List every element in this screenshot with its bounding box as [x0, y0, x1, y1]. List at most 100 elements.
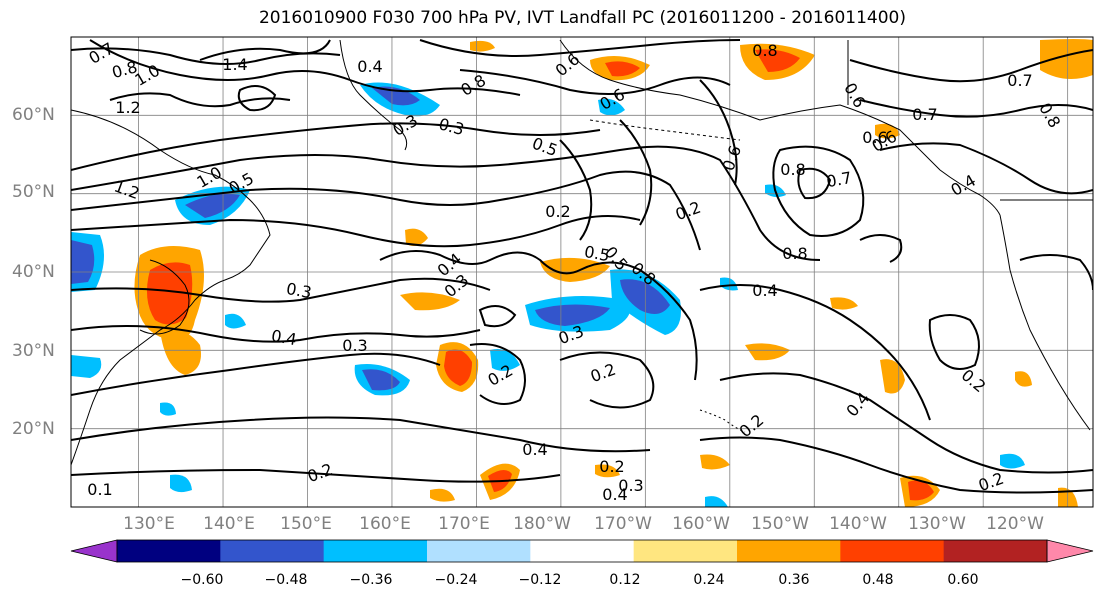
colorbar-extend-max	[1046, 539, 1094, 563]
positive-core-s3	[908, 480, 934, 501]
pv-contours	[71, 39, 1093, 494]
contour-line	[772, 145, 865, 237]
lon-label-130W: 130°W	[908, 514, 966, 534]
contour-label: 0.4	[602, 485, 627, 504]
colorbar	[70, 539, 1094, 563]
positive-core-dateline	[444, 349, 472, 386]
lon-label-140E: 140°E	[203, 514, 255, 534]
positive-core-japan	[146, 262, 193, 325]
contour-label: 0.4	[842, 389, 873, 421]
colorbar-tick: −0.12	[518, 572, 562, 588]
positive-core-gulf	[755, 49, 800, 72]
contour-label: 0.4	[270, 326, 298, 349]
contour-label: 0.5	[530, 134, 560, 161]
contour-line	[419, 39, 741, 57]
contour-line	[379, 250, 698, 381]
colorbar-segment	[427, 540, 531, 562]
positive-blob-mid2	[400, 292, 460, 311]
positive-blob-small6	[430, 488, 455, 502]
colorbar-segment	[943, 540, 1048, 562]
contour-line	[559, 351, 655, 409]
colorbar-segment	[633, 540, 738, 562]
negative-core-sw	[362, 369, 400, 391]
positive-blob-s2	[700, 454, 730, 470]
negative-blob-s5	[170, 474, 192, 493]
contour-line	[928, 314, 980, 370]
colorbar-tick: 0.24	[693, 572, 725, 588]
positive-blob-ne	[1040, 39, 1093, 79]
colorbar-tick: 0.12	[609, 572, 641, 588]
lon-label-160W: 160°W	[672, 514, 730, 534]
negative-core-nwpac	[185, 193, 240, 218]
contour-label: 0.8	[457, 71, 489, 100]
negative-blob-w4	[225, 313, 246, 329]
contour-label: 1.2	[115, 98, 140, 117]
positive-blob-small3	[1015, 371, 1032, 387]
lat-label-40N: 40°N	[12, 262, 55, 282]
contour-line	[71, 325, 481, 343]
negative-blob-s7	[160, 402, 176, 416]
coast-asia	[71, 109, 271, 466]
lat-label-30N: 30°N	[12, 341, 55, 361]
positive-blob-mid	[540, 257, 610, 282]
colorbar-tick: −0.60	[180, 572, 224, 588]
lon-label-130E: 130°E	[123, 514, 175, 534]
colorbar-extend-min	[70, 539, 118, 563]
contour-label: 0.2	[545, 202, 570, 221]
colorbar-tick: −0.36	[349, 572, 393, 588]
contour-line	[459, 69, 731, 95]
coast-kamchatka	[339, 39, 408, 151]
contour-label: 0.3	[342, 336, 367, 355]
contour-line	[109, 92, 291, 108]
colorbar-segment	[323, 540, 428, 562]
lon-label-120W: 120°W	[986, 514, 1044, 534]
lon-label-150E: 150°E	[280, 514, 332, 534]
shaded-anomalies	[71, 39, 1093, 507]
lat-label-50N: 50°N	[12, 182, 55, 202]
contour-line	[71, 468, 561, 483]
lat-label-20N: 20°N	[12, 419, 55, 439]
contour-line	[71, 352, 441, 396]
negative-blob-w2	[71, 355, 102, 378]
contour-label: 0.6	[719, 143, 746, 173]
contour-line	[699, 79, 738, 186]
contour-label: 0.2	[976, 469, 1006, 496]
positive-blob-small2	[830, 297, 858, 310]
colorbar-tick: 0.48	[862, 572, 894, 588]
negative-blob-s6	[705, 496, 728, 507]
colorbar-tick: −0.48	[264, 572, 308, 588]
positive-blob-small7	[595, 464, 620, 478]
contour-label: 0.4	[522, 440, 547, 459]
contour-label: 0.2	[588, 360, 618, 387]
colorbar-segment	[737, 540, 841, 562]
lon-label-170W: 170°W	[594, 514, 652, 534]
colorbar-tick: −0.24	[434, 572, 478, 588]
contour-line	[237, 85, 277, 112]
colorbar-segment	[220, 540, 325, 562]
contour-label: 0.4	[752, 281, 777, 300]
positive-core-aleut	[605, 61, 640, 77]
lat-label-60N: 60°N	[12, 105, 55, 125]
negative-blob-e4	[720, 277, 738, 291]
negative-blob-s4	[1000, 453, 1025, 469]
contour-line	[859, 99, 1093, 118]
positive-blob-e1	[745, 343, 790, 361]
negative-core-west	[71, 240, 95, 284]
contour-line	[89, 39, 521, 96]
map-title: 2016010900 F030 700 hPa PV, IVT Landfall…	[258, 8, 906, 28]
contour-line	[478, 305, 517, 328]
negative-blob-w3	[490, 349, 520, 371]
contour-label: 0.4	[357, 57, 382, 76]
contour-label: 1.2	[112, 177, 142, 204]
contour-line	[71, 416, 651, 453]
lon-label-170E: 170°E	[438, 514, 490, 534]
coast-japan	[139, 259, 190, 335]
contour-label: 0.6	[862, 128, 887, 147]
contour-label: 0.3	[437, 114, 467, 139]
contour-line	[71, 277, 491, 303]
contour-line	[469, 343, 526, 405]
colorbar-segment	[117, 540, 221, 562]
contour-label: 0.8	[782, 244, 807, 263]
contour-label: 0.7	[825, 168, 853, 191]
